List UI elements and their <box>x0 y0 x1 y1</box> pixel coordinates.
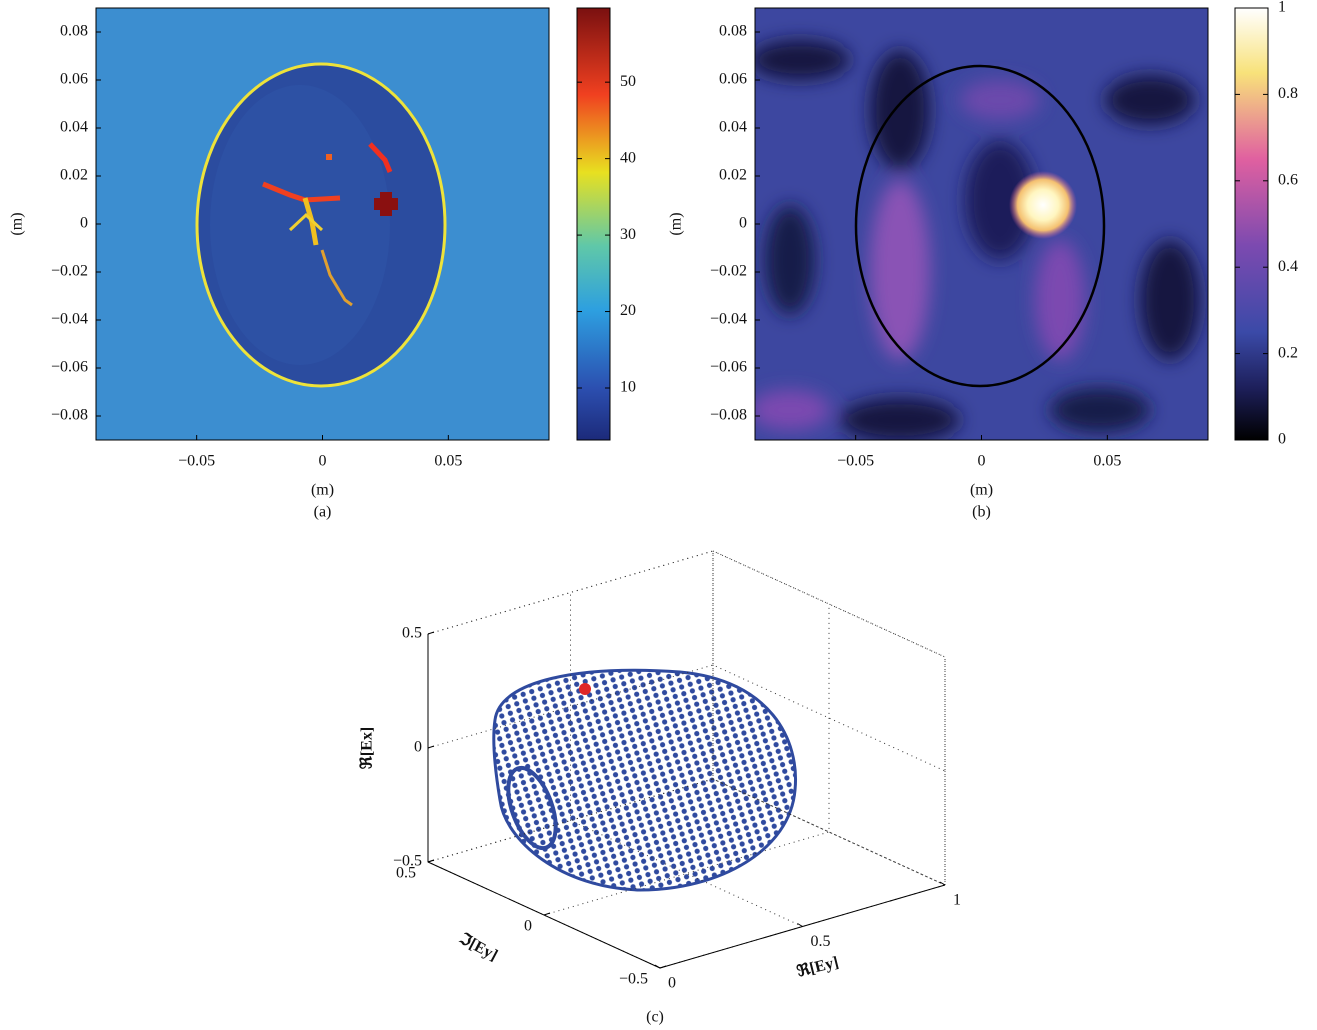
y-tick-label: −0.5 <box>619 971 648 988</box>
x-tick-label: 0 <box>319 453 327 470</box>
colorbar-tick-label: 0.2 <box>1278 344 1298 361</box>
y-axis-label: ℑ[Ey] <box>456 930 501 964</box>
colorbar-tick-label: 40 <box>620 149 636 166</box>
colorbar-tick-label: 1 <box>1278 0 1286 16</box>
z-tick-label: 0 <box>414 739 422 756</box>
blob <box>765 205 815 315</box>
x-tick-label: 0.05 <box>1093 453 1121 470</box>
y-axis-label: (m) <box>668 212 685 235</box>
blob <box>1105 75 1195 125</box>
colorbar-tick-label: 30 <box>620 226 636 243</box>
y-tick-label: −0.02 <box>710 263 747 280</box>
y-tick-label: 0 <box>739 215 747 232</box>
x-tick-label: 0 <box>668 975 676 992</box>
y-tick-label: 0.04 <box>60 119 88 136</box>
caption: (a) <box>314 504 332 521</box>
target-spot <box>1009 171 1077 239</box>
x-axis <box>660 885 945 968</box>
caption: (c) <box>646 1009 664 1026</box>
colorbar-tick-label: 20 <box>620 302 636 319</box>
y-tick-label: 0.08 <box>719 23 747 40</box>
y-tick-label: −0.02 <box>51 263 88 280</box>
x-axis-label: (m) <box>970 482 993 499</box>
x-tick-label: −0.05 <box>837 453 874 470</box>
y-tick-label: −0.06 <box>710 359 747 376</box>
x-tick <box>798 924 803 927</box>
colorbar-tick-label: 50 <box>620 73 636 90</box>
y-tick-label: 0 <box>524 918 532 935</box>
x-axis-label: ℜ[Ey] <box>795 954 840 981</box>
colorbar <box>577 8 610 440</box>
colorbar <box>1235 8 1268 440</box>
z-tick-label: 0.5 <box>402 625 422 642</box>
colorbar-tick-label: 0.8 <box>1278 85 1298 102</box>
y-tick-label: 0 <box>80 215 88 232</box>
heatmap-image-b <box>750 8 1208 442</box>
y-tick-label: −0.06 <box>51 359 88 376</box>
y-tick-label: 0.06 <box>60 71 88 88</box>
blob <box>870 180 930 360</box>
x-tick-label: 1 <box>953 892 961 909</box>
highlight-point <box>579 683 591 695</box>
blob <box>1140 240 1200 360</box>
tissue <box>210 85 390 365</box>
vessel <box>326 154 332 160</box>
x-tick-label: 0.05 <box>434 453 462 470</box>
y-tick-label: −0.08 <box>710 407 747 424</box>
blob <box>750 40 850 80</box>
x-tick-label: 0.5 <box>811 933 831 950</box>
y-tick-label: 0.08 <box>60 23 88 40</box>
y-tick-label: 0.02 <box>60 167 88 184</box>
y-tick-label: −0.04 <box>710 311 747 328</box>
y-tick-label: 0.06 <box>719 71 747 88</box>
blob <box>1050 388 1150 432</box>
figure: −0.05 0 0.05 −0.08 −0.06 −0.04 −0.02 0 0.02 0.04 0… <box>0 0 1317 1030</box>
y-axis-label: (m) <box>9 212 26 235</box>
scatter-cloud <box>494 670 796 890</box>
grid-line <box>428 551 945 657</box>
blob <box>750 390 830 430</box>
y-tick-label: 0.5 <box>396 865 416 882</box>
y-tick-label: −0.04 <box>51 311 88 328</box>
colorbar-tick-label: 0.4 <box>1278 258 1298 275</box>
blob <box>870 50 930 170</box>
caption: (b) <box>972 504 991 521</box>
y-tick-label: 0.04 <box>719 119 747 136</box>
x-axis-label: (m) <box>311 482 334 499</box>
colorbar-tick-label: 0 <box>1278 431 1286 448</box>
y-tick-label: −0.08 <box>51 407 88 424</box>
heatmap-image-a <box>96 8 549 440</box>
colorbar-tick-label: 10 <box>620 379 636 396</box>
blob <box>1035 240 1085 360</box>
x-tick-label: −0.05 <box>178 453 215 470</box>
z-axis-label: ℜ[Ex] <box>359 727 376 769</box>
box-edge <box>428 551 713 634</box>
colorbar-tick-label: 0.6 <box>1278 171 1298 188</box>
blob <box>840 398 960 442</box>
blob <box>960 80 1040 120</box>
x-tick-label: 0 <box>978 453 986 470</box>
y-tick-label: 0.02 <box>719 167 747 184</box>
